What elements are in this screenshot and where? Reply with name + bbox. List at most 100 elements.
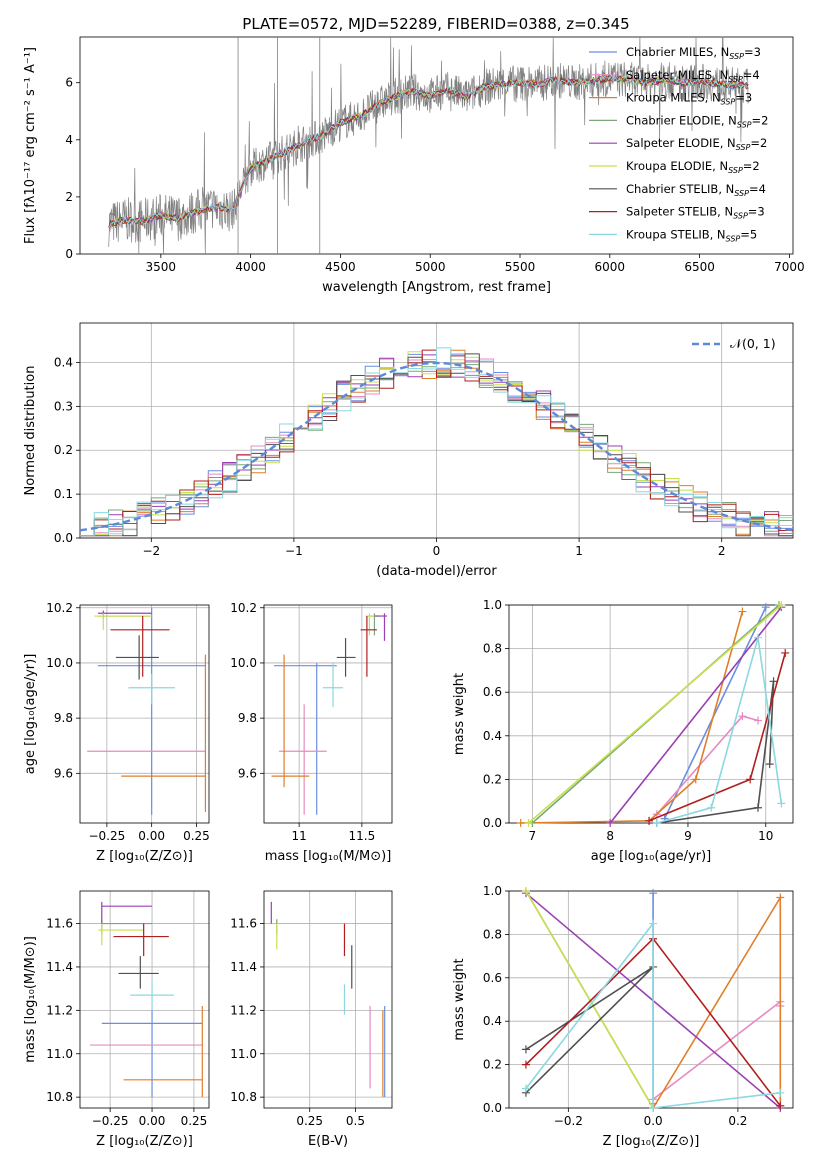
y-tick-label: 0.1 bbox=[54, 487, 73, 501]
x-tick-label: −0.25 bbox=[92, 1114, 129, 1128]
y-tick-label: 11.4 bbox=[230, 960, 257, 974]
x-tick-label: 0.25 bbox=[296, 1114, 323, 1128]
x-tick-label: 0 bbox=[433, 544, 441, 558]
mass-weight-marker bbox=[746, 775, 755, 784]
mass-weight-marker bbox=[645, 816, 654, 825]
plot-frame bbox=[79, 890, 210, 1109]
mass-weight-marker bbox=[776, 1088, 785, 1097]
y-tick-label: 11.6 bbox=[46, 917, 73, 931]
mass-weight-marker bbox=[781, 648, 790, 657]
x-axis-label: Z [log₁₀(Z/Z⊙)] bbox=[603, 1134, 700, 1149]
mass-weight-marker bbox=[753, 716, 762, 725]
mass-weight-marker bbox=[777, 799, 786, 808]
mass-weight-line bbox=[520, 611, 744, 824]
plot-frame bbox=[79, 36, 794, 255]
x-tick-label: 7000 bbox=[774, 260, 805, 274]
y-tick-label: 0.0 bbox=[54, 531, 73, 545]
x-tick-label: 7 bbox=[529, 829, 537, 843]
y-tick-label: 11.2 bbox=[230, 1003, 257, 1017]
y-tick-label: 11.6 bbox=[230, 917, 257, 931]
x-tick-label: −0.2 bbox=[554, 1114, 583, 1128]
y-tick-label: 0.6 bbox=[483, 685, 502, 699]
y-tick-label: 11.0 bbox=[46, 1047, 73, 1061]
y-tick-label: 2 bbox=[65, 190, 73, 204]
x-axis-label: Z [log₁₀(Z/Z⊙)] bbox=[96, 849, 193, 864]
mass-weight-marker bbox=[777, 601, 786, 609]
x-tick-label: −0.25 bbox=[88, 829, 125, 843]
spectrum-panel: 3500 4000 4500 5000 5500 6000 6500 7000 0 2 4 6 wave… bbox=[23, 36, 805, 295]
x-tick-label: 0.00 bbox=[138, 829, 165, 843]
y-tick-label: 0.3 bbox=[54, 399, 73, 413]
y-tick-label: 10.0 bbox=[230, 656, 257, 670]
legend-entry: Salpeter MILES, NSSP=4 bbox=[626, 68, 760, 84]
mass-weight-marker bbox=[776, 893, 785, 902]
legend-entry: Salpeter STELIB, NSSP=3 bbox=[626, 205, 765, 221]
y-tick-label: 6 bbox=[65, 76, 73, 90]
plot-frame bbox=[508, 604, 794, 824]
x-tick-label: 1 bbox=[575, 544, 583, 558]
mass-weight-line bbox=[656, 681, 775, 824]
mass-weight-marker bbox=[707, 803, 716, 812]
y-tick-label: 0.4 bbox=[483, 1014, 502, 1028]
mass-weight-marker bbox=[524, 819, 533, 827]
legend-entry: Chabrier MILES, NSSP=3 bbox=[626, 45, 761, 61]
legend-entry: Kroupa MILES, NSSP=3 bbox=[626, 91, 752, 107]
y-tick-label: 1.0 bbox=[483, 598, 502, 612]
y-axis-label: Normed distribution bbox=[23, 366, 38, 496]
y-tick-label: 11.0 bbox=[230, 1047, 257, 1061]
y-tick-label: 0.0 bbox=[483, 816, 502, 830]
plot-frame bbox=[79, 322, 794, 539]
y-tick-label: 0.4 bbox=[483, 729, 502, 743]
x-tick-label: 3500 bbox=[146, 260, 177, 274]
y-axis-label: Flux [fλ10⁻¹⁷ erg cm⁻² s⁻¹ A⁻¹] bbox=[23, 47, 38, 244]
x-tick-label: 5000 bbox=[415, 260, 446, 274]
mass-weight-marker bbox=[652, 819, 661, 827]
y-tick-label: 0.2 bbox=[483, 772, 502, 786]
legend-entry: Salpeter ELODIE, NSSP=2 bbox=[626, 136, 767, 152]
x-tick-label: 6500 bbox=[684, 260, 715, 274]
age-vs-metallicity-panel: −0.25 0.00 0.25 9.6 9.8 10.0 10.2 Z [log₁₀(Z/Z⊙… bbox=[23, 601, 210, 864]
y-tick-label: 9.6 bbox=[238, 766, 257, 780]
x-tick-label: 5500 bbox=[505, 260, 536, 274]
y-tick-label: 10.0 bbox=[46, 656, 73, 670]
legend-entry: Chabrier STELIB, NSSP=4 bbox=[626, 182, 766, 198]
x-tick-label: 4000 bbox=[235, 260, 266, 274]
mass-weight-marker bbox=[765, 760, 774, 769]
age-vs-mass-panel: 11 11.5 9.6 9.8 10.0 10.2 mass [log₁₀(M/M⊙)] bbox=[230, 601, 393, 864]
x-axis-label: age [log₁₀(age/yr)] bbox=[591, 849, 712, 864]
y-tick-label: 10.2 bbox=[230, 601, 257, 615]
mass-weight-vs-metallicity-panel: −0.2 0.0 0.2 0.0 0.2 0.4 0.6 0.8 1.0 Z [log₁₀(Z/Z… bbox=[452, 884, 794, 1149]
y-tick-label: 11.4 bbox=[46, 960, 73, 974]
y-tick-label: 4 bbox=[65, 133, 73, 147]
x-tick-label: 11.5 bbox=[349, 829, 376, 843]
mass-weight-marker bbox=[521, 1060, 530, 1069]
legend-entry: Kroupa ELODIE, NSSP=2 bbox=[626, 159, 760, 175]
mass-weight-line bbox=[527, 604, 782, 824]
y-tick-label: 10.2 bbox=[46, 601, 73, 615]
y-tick-label: 0.8 bbox=[483, 927, 502, 941]
y-tick-label: 0.8 bbox=[483, 642, 502, 656]
y-tick-label: 0.2 bbox=[54, 443, 73, 457]
mass-weight-line bbox=[663, 606, 767, 819]
mass-weight-line bbox=[525, 890, 654, 1109]
y-tick-label: 1.0 bbox=[483, 884, 502, 898]
mass-weight-marker bbox=[649, 889, 658, 898]
plot-frame bbox=[263, 604, 393, 824]
y-axis-label: age [log₁₀(age/yr)] bbox=[23, 654, 38, 775]
residual-histogram bbox=[80, 347, 793, 537]
y-tick-label: 11.2 bbox=[46, 1003, 73, 1017]
y-tick-label: 10.8 bbox=[46, 1090, 73, 1104]
mass-weight-marker bbox=[649, 919, 658, 928]
plot-frame bbox=[263, 890, 393, 1109]
x-tick-label: 0.25 bbox=[181, 1114, 208, 1128]
y-tick-label: 0.0 bbox=[483, 1101, 502, 1115]
mass-weight-marker bbox=[776, 1101, 785, 1110]
x-tick-label: 0.5 bbox=[346, 1114, 365, 1128]
x-tick-label: 11 bbox=[291, 829, 306, 843]
x-tick-label: 0.25 bbox=[183, 829, 210, 843]
y-tick-label: 10.8 bbox=[230, 1090, 257, 1104]
plot-frame bbox=[79, 604, 210, 824]
y-tick-label: 9.8 bbox=[238, 711, 257, 725]
mass-weight-marker bbox=[691, 775, 700, 784]
mass-weight-line bbox=[525, 921, 781, 1109]
